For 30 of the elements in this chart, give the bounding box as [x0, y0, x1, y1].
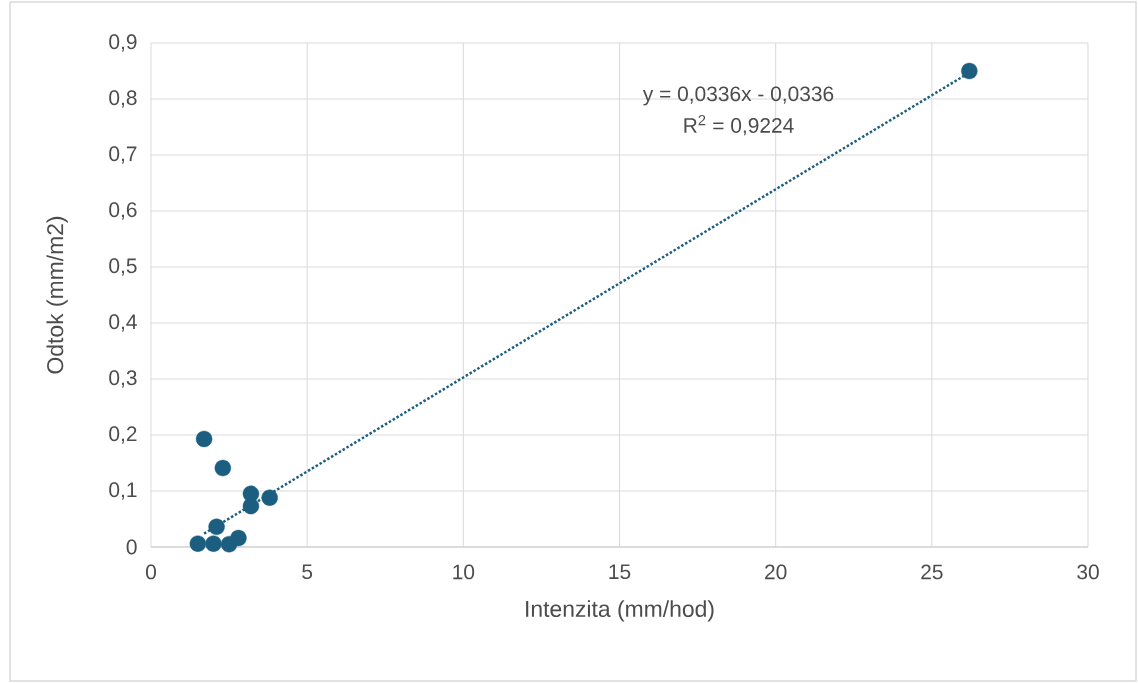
y-tick-label: 0,5 [109, 258, 137, 276]
x-axis-title: Intenzita (mm/hod) [526, 600, 714, 622]
y-tick-label: 0,9 [109, 34, 137, 52]
point [961, 62, 978, 80]
x-tick-label: 5 [302, 564, 313, 580]
x-tick-label: 10 [453, 564, 475, 580]
point [205, 535, 222, 552]
y-axis-title: Odtok (mm/m2) [46, 216, 68, 374]
annotation: R$^{2}$ = 0,9224 [684, 114, 794, 136]
y-tick-label: 0,1 [109, 482, 137, 500]
point [208, 518, 225, 536]
y-tick-label: 0,7 [109, 146, 137, 164]
point [242, 497, 260, 515]
x-tick-label: 20 [765, 564, 787, 580]
y-tick-label: 0,2 [109, 426, 137, 444]
point [189, 535, 207, 552]
x-tick-label: 30 [1077, 564, 1099, 580]
point [195, 430, 213, 448]
point [230, 529, 247, 547]
point [214, 459, 232, 477]
y-tick-label: 0 [126, 539, 137, 555]
annotation: y = 0,0336x - 0,0336 [642, 86, 834, 106]
point [261, 489, 278, 506]
y-tick-label: 0,3 [109, 370, 137, 388]
y-tick-label: 0,8 [109, 90, 137, 108]
x-tick-label: 25 [921, 564, 943, 580]
x-tick-label: 0 [145, 564, 156, 580]
y-tick-label: 0,4 [109, 314, 137, 332]
x-tick-label: 15 [609, 564, 631, 580]
y-tick-label: 0,6 [109, 202, 137, 220]
